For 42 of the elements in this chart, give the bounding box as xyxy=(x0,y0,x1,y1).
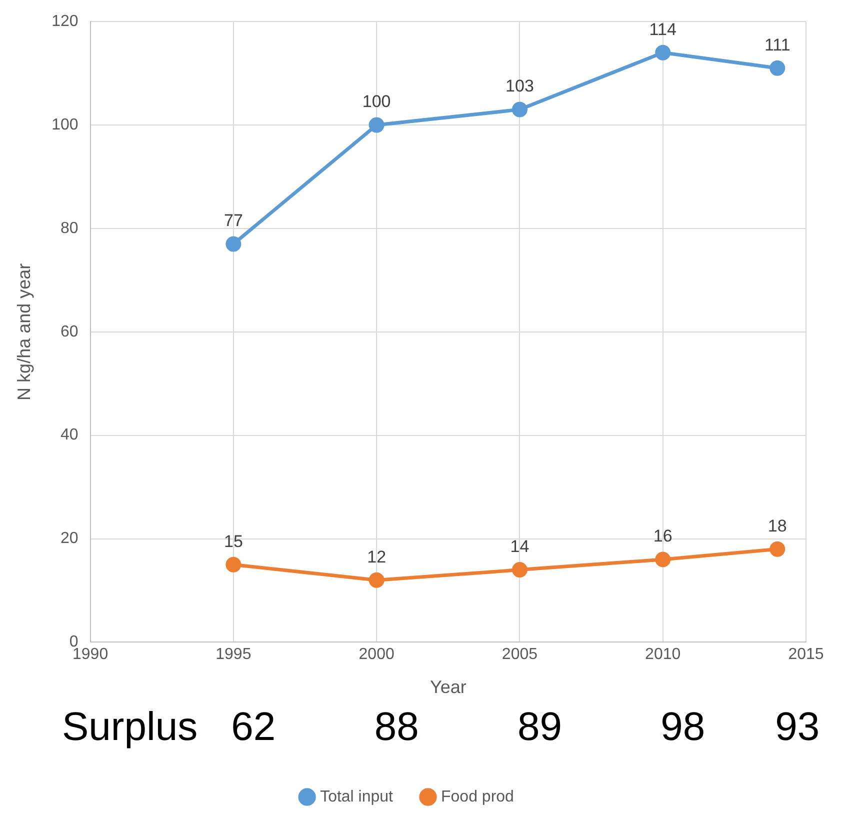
data-label: 14 xyxy=(510,536,530,556)
x-axis-title: Year xyxy=(430,677,466,698)
point xyxy=(512,562,528,578)
point xyxy=(226,236,242,252)
text: Surplus xyxy=(62,705,198,750)
text: 88 xyxy=(374,705,419,750)
point xyxy=(770,541,786,557)
data-label: 114 xyxy=(649,20,676,39)
data-label: 111 xyxy=(764,35,790,54)
point xyxy=(655,44,671,60)
y-tick-label: 60 xyxy=(60,323,78,340)
x-tick-label: 2005 xyxy=(502,646,538,664)
legend-label: Total input xyxy=(320,788,394,806)
data-label: 77 xyxy=(224,211,243,230)
y-tick-label: 40 xyxy=(60,426,78,444)
y-tick-label: 100 xyxy=(52,116,78,134)
y-tick-label: 20 xyxy=(60,530,78,548)
data-label: 18 xyxy=(768,516,787,536)
x-tick-label: 2010 xyxy=(645,646,681,664)
data-label: 12 xyxy=(367,547,386,566)
text: 62 xyxy=(231,705,276,750)
y-axis-title: N kg/ha and year xyxy=(14,263,34,400)
x-tick-label: 1990 xyxy=(72,646,108,664)
point xyxy=(655,552,671,568)
text: 89 xyxy=(517,705,562,750)
point xyxy=(512,102,528,118)
x-tick-label: 2015 xyxy=(788,646,824,664)
text: 98 xyxy=(660,705,706,750)
data-label: 15 xyxy=(224,532,243,551)
point xyxy=(770,60,786,76)
x-tick-label: 2000 xyxy=(358,646,394,664)
point xyxy=(226,556,242,572)
text: 93 xyxy=(775,705,820,750)
x-tick-label: 1995 xyxy=(216,646,252,664)
point xyxy=(368,572,384,588)
point xyxy=(368,117,384,133)
y-tick-label: 120 xyxy=(52,13,78,30)
data-label: 103 xyxy=(506,76,534,96)
y-tick-label: 80 xyxy=(60,220,78,237)
data-label: 100 xyxy=(362,92,391,112)
data-label: 16 xyxy=(653,526,672,546)
legend-label: Food prod xyxy=(441,788,514,806)
